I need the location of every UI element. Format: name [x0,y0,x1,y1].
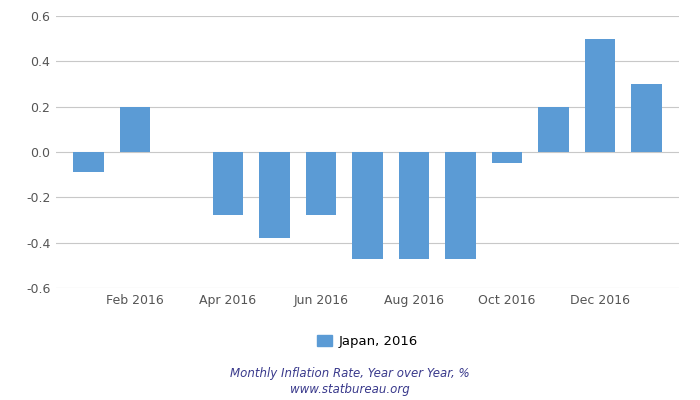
Text: Monthly Inflation Rate, Year over Year, %: Monthly Inflation Rate, Year over Year, … [230,368,470,380]
Text: www.statbureau.org: www.statbureau.org [290,384,410,396]
Bar [538,107,568,152]
Legend: Japan, 2016: Japan, 2016 [312,330,424,354]
Bar [120,107,150,152]
Bar [399,152,429,258]
Bar [306,152,336,216]
Bar [213,152,243,216]
Bar [631,84,661,152]
Bar [445,152,475,258]
Bar [74,152,104,172]
Bar [585,39,615,152]
Bar [260,152,290,238]
Bar [352,152,383,258]
Bar [492,152,522,163]
